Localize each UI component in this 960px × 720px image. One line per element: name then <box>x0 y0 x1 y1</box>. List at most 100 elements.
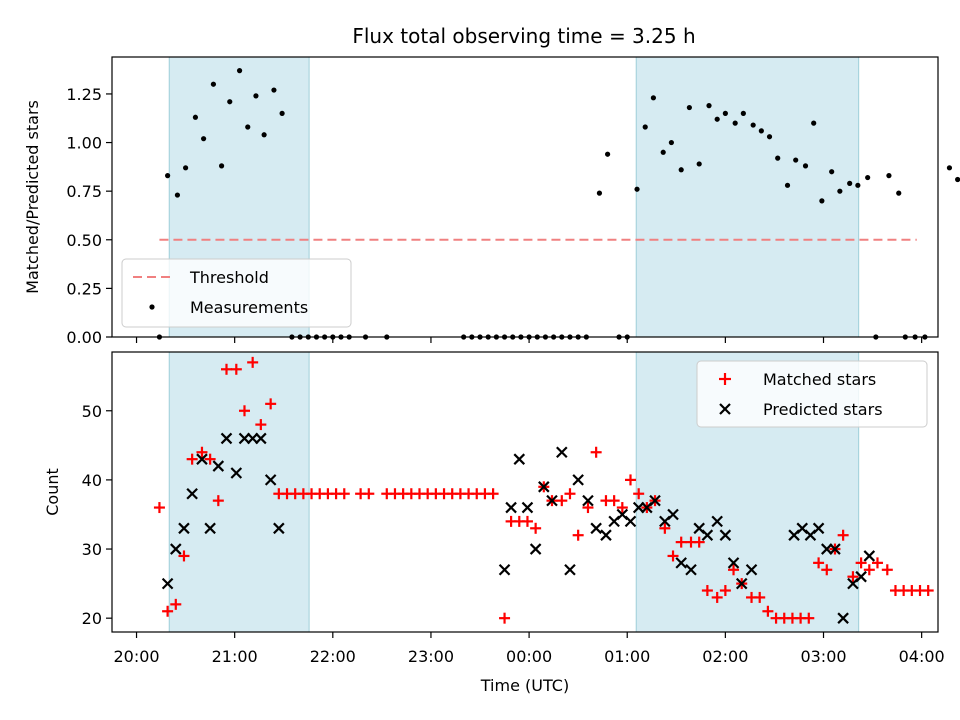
matched-star-point <box>186 453 198 465</box>
measurement-point <box>236 68 243 74</box>
measurement-point <box>955 176 960 183</box>
top-y-tick-label: 1.00 <box>66 134 102 153</box>
predicted-star-point <box>513 453 526 465</box>
matched-star-point <box>624 474 636 486</box>
matched-star-point <box>711 591 723 603</box>
measurement-point <box>865 174 871 181</box>
top-y-tick-label: 0.75 <box>66 182 102 201</box>
measurement-point <box>855 182 861 188</box>
measurement-point <box>678 167 684 173</box>
measurement-point <box>218 163 225 169</box>
measurement-point <box>668 139 674 146</box>
predicted-star-point <box>196 453 208 465</box>
matched-star-point <box>590 446 602 458</box>
matched-star-point <box>338 488 350 500</box>
legend-matched-swatch <box>719 373 731 385</box>
matched-star-point <box>667 550 679 562</box>
measurement-point <box>837 188 843 194</box>
matched-star-point <box>922 585 934 597</box>
predicted-star-point <box>685 563 697 576</box>
top-x-ticks <box>135 337 923 343</box>
measurement-point <box>732 120 738 126</box>
predicted-star-point <box>727 557 740 569</box>
matched-star-point <box>693 536 705 548</box>
predicted-stars-points <box>161 432 876 624</box>
predicted-star-point <box>538 481 550 493</box>
predicted-star-point <box>590 522 602 535</box>
matched-star-point <box>719 585 731 597</box>
matched-star-point <box>616 502 628 514</box>
matched-star-point <box>162 605 174 617</box>
top-y-axis-label: Matched/Predicted stars <box>23 100 42 294</box>
matched-star-point <box>837 529 849 541</box>
measurement-point <box>829 169 835 175</box>
measurement-point <box>227 99 233 105</box>
predicted-star-point <box>719 529 732 541</box>
predicted-star-point <box>220 432 233 445</box>
matched-star-point <box>762 605 774 617</box>
observing-window-1 <box>635 56 860 338</box>
measurement-point <box>253 93 259 99</box>
measurement-point <box>811 120 817 126</box>
measurement-point <box>174 192 181 198</box>
measurement-point <box>946 165 953 171</box>
top-shaded-spans <box>168 56 860 338</box>
matched-star-point <box>238 405 250 417</box>
predicted-star-point <box>624 515 637 528</box>
matched-star-point <box>728 564 740 576</box>
predicted-star-point <box>675 557 687 569</box>
predicted-star-point <box>829 543 841 555</box>
measurement-point <box>210 81 217 87</box>
measurement-point <box>775 155 781 161</box>
matched-star-point <box>255 419 267 431</box>
measurement-point <box>271 87 277 93</box>
legend-threshold-label: Threshold <box>189 268 269 287</box>
measurement-point <box>722 110 728 116</box>
matched-stars-points <box>153 356 934 624</box>
matched-star-point <box>170 598 182 610</box>
matched-star-point <box>230 363 242 375</box>
matched-star-point <box>881 564 893 576</box>
measurement-point <box>660 149 666 155</box>
matched-star-point <box>821 564 833 576</box>
predicted-star-point <box>505 501 517 514</box>
predicted-star-point <box>212 460 225 472</box>
measurement-point <box>650 95 656 101</box>
matched-star-point <box>754 591 766 603</box>
measurement-point <box>847 180 853 186</box>
predicted-star-point <box>186 487 198 500</box>
measurement-point <box>605 151 611 157</box>
x-tick-label: 02:00 <box>702 647 748 666</box>
measurement-point <box>596 190 603 196</box>
measurement-point <box>192 114 199 120</box>
measurement-point <box>686 104 692 111</box>
predicted-star-point <box>600 529 612 541</box>
predicted-star-point <box>230 467 243 479</box>
matched-star-point <box>701 585 713 597</box>
matched-star-point <box>204 453 216 465</box>
matched-star-point <box>265 398 277 410</box>
matched-star-point <box>813 557 825 569</box>
matched-star-point <box>675 536 687 548</box>
x-tick-label: 23:00 <box>408 647 454 666</box>
measurement-point <box>634 186 640 192</box>
predicted-star-point <box>735 577 748 590</box>
matched-star-point <box>572 529 584 541</box>
predicted-star-point <box>863 550 876 562</box>
top-y-tick-label: 0.00 <box>66 328 102 347</box>
bottom-legend: Matched stars Predicted stars <box>696 360 928 428</box>
matched-star-point <box>564 488 576 500</box>
matched-star-point <box>487 488 499 500</box>
top-y-tick-label: 0.25 <box>66 279 102 298</box>
top-legend: Threshold Measurements <box>121 258 352 328</box>
matched-star-point <box>363 488 375 500</box>
predicted-star-point <box>701 529 714 541</box>
matched-star-point <box>196 446 208 458</box>
measurement-point <box>165 173 171 179</box>
measurement-point <box>279 110 285 116</box>
matched-star-point <box>871 557 883 569</box>
measurement-point <box>793 157 799 163</box>
predicted-star-point <box>161 577 174 590</box>
predicted-star-point <box>649 494 661 507</box>
